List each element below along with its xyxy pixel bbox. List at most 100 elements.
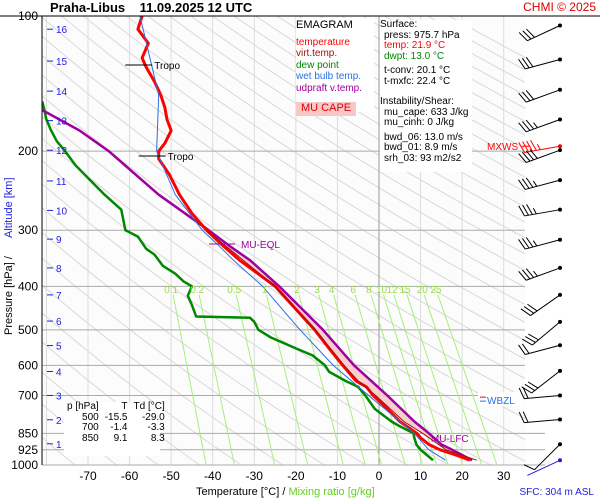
dry-adiabat: [42, 74, 525, 399]
mixing-ratio-label: 3: [314, 285, 320, 296]
mixing-ratio-line: [423, 294, 483, 465]
wind-barb-flag: [523, 306, 535, 314]
y-tick-label: 500: [18, 323, 38, 337]
wind-barb-flag: [525, 237, 534, 248]
mixing-ratio-label: 0.2: [190, 285, 204, 296]
cell: -1.4: [110, 422, 128, 433]
dry-adiabat: [42, 54, 525, 379]
altitude-tick-label: 7: [56, 291, 62, 302]
annotations: 0.1 0.2 0.5 1 2 3 4 6 8 10 12 15 20 25TropoTropoMU-EQ…: [125, 61, 530, 445]
y-tick-label: 700: [18, 388, 38, 402]
mixing-ratio-line: [393, 294, 449, 465]
wind-barb-flag: [518, 153, 527, 163]
wind-barb-flag: [518, 32, 528, 42]
mixing-ratio-line: [235, 294, 276, 465]
wind-barb-flag: [518, 179, 526, 190]
wind-barb-flag: [521, 178, 530, 189]
wind-barb-half: [536, 143, 541, 150]
table-header: p [hPa] T Td [°C]: [64, 401, 168, 413]
wind-barb-flag: [522, 204, 529, 216]
bwd-06: bwd_06: 13.0 m/s: [384, 131, 463, 143]
wind-barb-flag: [524, 383, 536, 391]
wind-barb-flag: [521, 238, 530, 249]
x-tick-label: -30: [246, 469, 264, 483]
mu-lfc-label: MU-LFC: [431, 434, 469, 445]
dry-adiabat: [125, 16, 525, 271]
series-udpraft-v-temp: [42, 109, 473, 462]
dry-adiabat: [82, 16, 525, 306]
surface-press: press: 975.7 hPa: [384, 29, 460, 41]
altitude-tick-label: 2: [56, 416, 62, 427]
bwd-01: bwd_01: 8.9 m/s: [384, 142, 458, 153]
wind-barb-shaft: [524, 394, 561, 400]
wind-barb-shaft: [526, 267, 561, 281]
altitude-tick-label: 8: [56, 264, 62, 275]
wind-barb-shaft: [530, 294, 561, 316]
legend-virt-temp: virt.temp.: [296, 48, 338, 59]
series-wet-bulb-temp: [139, 16, 446, 461]
dry-adiabat: [42, 16, 525, 341]
x-tick-label: 0: [376, 469, 383, 483]
wind-barb-shaft: [525, 59, 561, 70]
mixing-ratio-label: 20: [417, 285, 429, 296]
wind-barb-shaft: [524, 419, 561, 424]
wind-barb-flag: [527, 303, 538, 312]
altitude-tick-label: 10: [56, 206, 68, 217]
wind-barb-shaft: [524, 209, 561, 217]
wind-barb-flag: [522, 387, 529, 399]
wind-barb-shaft: [526, 119, 561, 133]
wind-barb-flag: [523, 464, 535, 471]
wind-barb-shaft: [524, 145, 561, 153]
y-tick-label: 1000: [11, 458, 38, 472]
srh-03: srh_03: 93 m2/s2: [384, 152, 462, 164]
x-tick-label: -20: [287, 469, 305, 483]
wind-barb-shaft: [525, 179, 561, 190]
wind-barbs: [518, 23, 562, 476]
legend-wet-bulb: wet bulb temp.: [296, 71, 362, 82]
y-tick-label: 200: [18, 144, 38, 158]
wind-barb-flag: [528, 333, 539, 341]
wind-barb-flag: [521, 343, 530, 354]
mixing-ratio-line: [266, 294, 309, 465]
mixing-ratio-label: 2: [294, 285, 300, 296]
series-virt-temp: [206, 229, 477, 461]
profiles: [42, 16, 477, 462]
table-row: 500 -15.5 -29.0: [64, 412, 168, 424]
wind-barb-shaft: [534, 443, 561, 471]
chart-title: Praha-Libus 11.09.2025 12 UTC: [50, 0, 252, 15]
mixing-ratio-label: 1: [262, 285, 268, 296]
t-conv: t-conv: 20.1 °C: [384, 65, 451, 76]
altitude-tick-label: 9: [56, 235, 62, 246]
series-dew-point: [42, 101, 434, 462]
wind-barb-flag: [529, 149, 538, 159]
altitude-tick-label: 13: [56, 117, 68, 128]
legend-title: EMAGRAM: [296, 19, 353, 31]
wind-barb-flag: [522, 30, 532, 40]
station-name: Praha-Libus: [50, 0, 126, 15]
x-tick-label: -40: [204, 469, 222, 483]
wind-barb-flag: [518, 239, 526, 250]
cell: 8.3: [150, 432, 165, 444]
dry-adiabat: [42, 35, 525, 360]
wind-barb-flag: [518, 270, 527, 281]
mixing-ratio-line: [437, 294, 498, 465]
wind-barb-flag: [518, 142, 525, 153]
y-tick-label: 300: [18, 223, 38, 237]
wind-barb-shaft: [526, 149, 561, 163]
dry-adiabat: [169, 16, 525, 239]
wind-barb-flag: [522, 121, 531, 131]
wind-barb-shaft: [527, 459, 561, 476]
x-tick-label: 30: [497, 469, 511, 483]
altitude-tick-label: 6: [56, 317, 62, 328]
mixing-ratio-label: 25: [430, 285, 442, 296]
altitude-tick-label: 1: [56, 440, 62, 451]
wind-barb-shaft: [531, 370, 561, 394]
y-tick-label: 925: [18, 443, 38, 457]
col-header: Td [°C]: [133, 401, 165, 412]
cape-area: [225, 245, 434, 438]
mixing-ratio-label: 12: [386, 285, 398, 296]
x-tick-label: 10: [414, 469, 428, 483]
mu-cape: mu_cape: 633 J/kg: [384, 106, 469, 118]
cell: 9.1: [113, 432, 128, 444]
